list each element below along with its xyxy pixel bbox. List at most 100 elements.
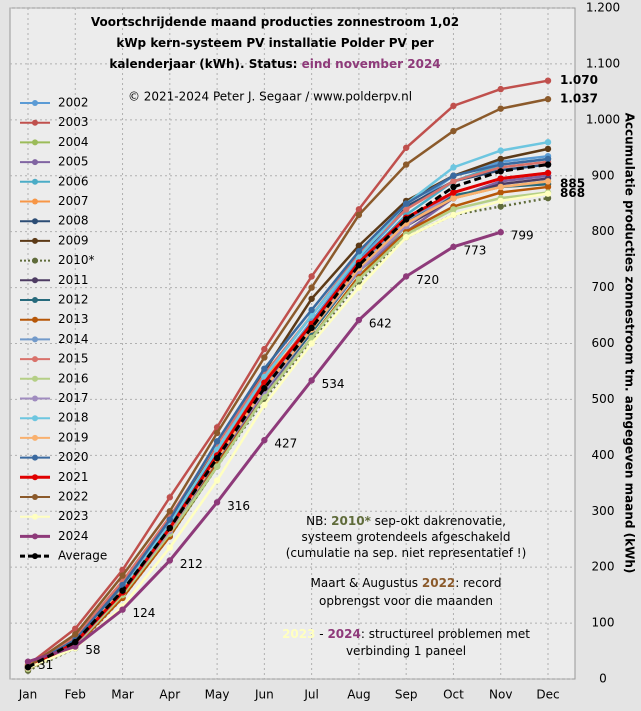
end-label: 885 — [560, 177, 585, 191]
point — [402, 161, 410, 168]
point — [497, 175, 504, 182]
point — [261, 354, 268, 361]
point — [497, 155, 504, 163]
legend-marker — [32, 454, 38, 461]
legend-label: 2011 — [58, 273, 89, 287]
point — [450, 127, 457, 135]
data-label: 799 — [511, 229, 534, 243]
point — [497, 168, 504, 175]
data-label: 58 — [85, 643, 100, 657]
y-tick-label: 800 — [592, 224, 615, 238]
point — [355, 211, 363, 219]
point — [261, 365, 268, 372]
x-tick-label: Apr — [159, 688, 180, 702]
point — [544, 155, 552, 163]
point — [308, 334, 315, 342]
x-tick-label: Oct — [443, 688, 464, 702]
y-tick-label: 1.100 — [586, 56, 620, 70]
note: opbrengst voor die maanden — [319, 594, 493, 608]
legend-label: 2018 — [58, 411, 89, 425]
point — [355, 275, 363, 283]
legend-label: 2008 — [58, 214, 89, 228]
y-tick-label: 100 — [592, 616, 615, 630]
end-label: 868 — [560, 186, 585, 200]
end-label: 1.070 — [560, 73, 598, 87]
point — [166, 508, 174, 515]
point — [308, 295, 315, 302]
point — [72, 631, 79, 638]
point — [166, 557, 174, 564]
data-label: 31 — [38, 658, 53, 672]
point — [72, 638, 79, 646]
title-line: kWp kern-systeem PV installatie Polder P… — [116, 36, 433, 50]
point — [402, 200, 410, 207]
point — [308, 377, 315, 384]
x-tick-label: Jan — [18, 688, 38, 702]
point — [450, 172, 457, 179]
data-label: 212 — [180, 557, 203, 571]
data-label: 124 — [133, 606, 156, 620]
x-tick-label: Jul — [303, 688, 318, 702]
point — [497, 203, 504, 210]
legend-marker — [32, 198, 38, 205]
point — [450, 178, 457, 185]
point — [497, 161, 504, 168]
point — [497, 85, 504, 93]
note-part: 2023 — [282, 627, 315, 641]
x-tick-label: Feb — [65, 688, 86, 702]
point — [544, 95, 552, 103]
series-line — [27, 192, 549, 669]
legend-marker — [32, 316, 38, 323]
note-part: - — [315, 627, 327, 641]
legend-label: 2009 — [58, 233, 89, 247]
point — [213, 499, 221, 506]
legend-marker — [32, 139, 38, 146]
point — [261, 345, 268, 353]
legend-marker — [32, 100, 38, 106]
point — [450, 102, 457, 110]
y-tick-label: 900 — [592, 168, 615, 182]
note-part: (cumulatie na sep. niet representatief !… — [286, 546, 527, 560]
legend-marker — [32, 119, 38, 126]
note-part: : record — [455, 576, 501, 590]
point — [544, 139, 552, 146]
legend-label: 2015 — [58, 352, 89, 366]
legend-label: 2013 — [58, 312, 89, 326]
point — [544, 178, 552, 185]
legend-label: 2021 — [58, 470, 89, 484]
point — [166, 544, 174, 551]
title-line: Voortschrijdende maand producties zonnes… — [91, 15, 459, 29]
x-tick-label: Mar — [111, 688, 134, 702]
y-tick-label: 200 — [592, 560, 615, 574]
point — [544, 169, 552, 177]
note-part: verbinding 1 paneel — [346, 644, 466, 658]
point — [497, 197, 504, 205]
point — [402, 234, 410, 241]
point — [355, 262, 363, 269]
note-part: sep-okt dakrenovatie, — [371, 514, 506, 528]
point — [308, 340, 315, 347]
x-tick-label: May — [205, 688, 230, 702]
point — [544, 194, 552, 202]
note: (cumulatie na sep. niet representatief !… — [286, 546, 527, 560]
legend-marker — [32, 375, 38, 382]
legend-marker — [32, 434, 38, 441]
legend-label: 2017 — [58, 391, 89, 405]
legend-label: 2012 — [58, 293, 89, 307]
point — [402, 206, 410, 213]
note-part: 2024 — [327, 627, 360, 641]
x-tick-label: Jun — [254, 688, 274, 702]
series-line — [27, 191, 549, 671]
legend-marker — [32, 356, 38, 363]
legend-marker — [32, 474, 38, 481]
point — [450, 183, 457, 191]
chart-title: kWp kern-systeem PV installatie Polder P… — [116, 36, 433, 50]
point — [213, 463, 221, 470]
point — [355, 248, 363, 255]
point — [166, 494, 174, 501]
legend-marker — [32, 218, 38, 225]
legend-marker — [32, 159, 38, 166]
legend-label: 2007 — [58, 194, 89, 208]
point — [308, 273, 315, 280]
point — [355, 206, 363, 213]
